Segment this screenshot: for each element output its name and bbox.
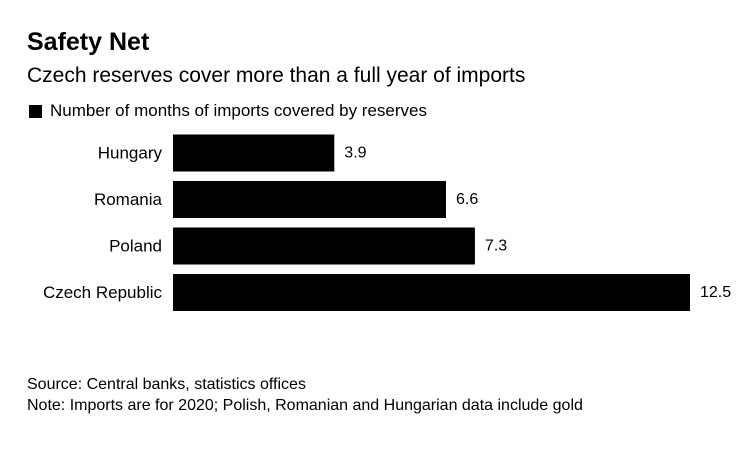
- legend-swatch: [29, 104, 42, 118]
- bar-chart: Hungary 3.9 Romania 6.6 Poland 7.3 Czech Repub…: [43, 134, 731, 311]
- footnote: Note: Imports are for 2020; Polish, Roma…: [27, 397, 583, 414]
- chart-subtitle: Czech reserves cover more than a full ye…: [27, 64, 526, 87]
- bar-poland: [173, 227, 475, 265]
- data-label: 12.5: [700, 284, 731, 301]
- data-label: 6.6: [456, 191, 478, 208]
- chart-title: Safety Net: [27, 28, 150, 56]
- data-label: 7.3: [485, 238, 507, 255]
- bar-czech-republic: [173, 274, 690, 311]
- legend-label: Number of months of imports covered by r…: [50, 101, 427, 120]
- data-label: 3.9: [344, 145, 366, 162]
- source-note: Source: Central banks, statistics office…: [27, 376, 306, 393]
- legend: Number of months of imports covered by r…: [29, 101, 427, 121]
- category-label: Poland: [109, 237, 162, 256]
- bar-romania: [173, 181, 446, 218]
- category-label: Czech Republic: [43, 283, 163, 302]
- category-label: Hungary: [98, 144, 163, 163]
- bar-hungary: [173, 134, 335, 172]
- category-label: Romania: [94, 190, 163, 209]
